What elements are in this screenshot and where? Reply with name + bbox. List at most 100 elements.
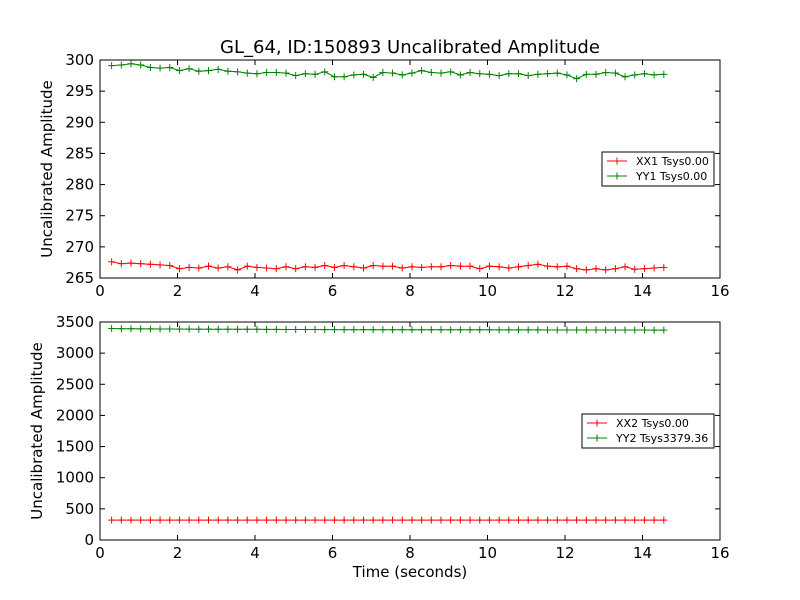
series-1-point [437, 263, 445, 271]
series-2-point [592, 326, 600, 334]
series-1-point [660, 516, 668, 524]
series-1-point [243, 516, 251, 524]
series-2-point [534, 326, 542, 334]
x-tick-label: 14 [633, 544, 652, 562]
series-1-point [631, 516, 639, 524]
series-2-point [456, 71, 464, 79]
series-1-point [166, 516, 174, 524]
y-tick-label: 265 [65, 269, 94, 287]
series-2-point [166, 63, 174, 71]
y-tick-label: 275 [65, 207, 94, 225]
series-1-point [592, 265, 600, 273]
legend-entry-label: YY1 Tsys0.00 [635, 170, 707, 183]
series-1-point [330, 516, 338, 524]
series-2-point [234, 68, 242, 76]
series-2-point [282, 69, 290, 77]
series-2-point [602, 68, 610, 76]
series-2-point [137, 61, 145, 69]
y-tick-label: 290 [65, 113, 94, 131]
series-1-point [621, 263, 629, 271]
series-2-point [544, 326, 552, 334]
series-2-point [185, 325, 193, 333]
series-1-point [205, 262, 212, 270]
series-1-point [495, 516, 503, 524]
series-1-point [108, 258, 116, 266]
series-1-point [505, 516, 513, 524]
series-2-point [292, 325, 300, 333]
series-line-2 [111, 328, 664, 331]
series-2-point [505, 326, 513, 334]
series-1-point [234, 516, 242, 524]
series-1-point [640, 516, 648, 524]
series-1-point [553, 516, 561, 524]
series-1-point [650, 264, 658, 272]
series-1-point [602, 266, 610, 274]
series-1-point [437, 516, 445, 524]
series-1-point [146, 516, 154, 524]
y-axis-label: Uncalibrated Amplitude [28, 342, 46, 519]
series-2-point [418, 67, 426, 75]
series-1-point [214, 516, 222, 524]
series-1-point [611, 265, 619, 273]
series-2-point [476, 326, 484, 334]
series-1-point [447, 516, 455, 524]
series-1-point [389, 516, 397, 524]
series-1-point [524, 516, 532, 524]
series-2-point [195, 325, 203, 333]
series-2-point [195, 67, 203, 75]
series-2-point [321, 68, 329, 76]
series-1-point [195, 516, 203, 524]
series-2-point [602, 326, 610, 334]
amplitude-panel-2: 0 2 4 6 8 10 12 14 16 0 500 1000 1500 2000 2500 3000 350… [28, 313, 730, 581]
series-2-point [563, 71, 571, 79]
series-1-point [253, 516, 261, 524]
series-1-point [534, 260, 542, 268]
series-2-point [553, 326, 561, 334]
legend-entry-label: YY2 Tsys3379.36 [615, 432, 708, 445]
series-2-point [466, 68, 474, 76]
series-2-point [214, 65, 222, 73]
series-1-point [127, 516, 135, 524]
series-2-point [515, 70, 522, 78]
series-2-point [621, 326, 629, 334]
series-2-point [534, 70, 542, 78]
series-1-point [621, 516, 629, 524]
y-tick-label: 1500 [56, 438, 94, 456]
legend-box [601, 151, 715, 187]
series-1-point [234, 266, 242, 274]
legend-entry-label: XX2 Tsys0.00 [616, 417, 689, 430]
x-axis-label: Time (seconds) [352, 563, 468, 581]
series-1-point [205, 516, 212, 524]
series-1-point [224, 516, 232, 524]
series-2-point [224, 325, 232, 333]
series-2-point [272, 68, 280, 76]
series-1-point [640, 265, 648, 273]
series-2-point [311, 70, 319, 78]
series-2-point [476, 70, 484, 78]
series-2-point [127, 325, 135, 333]
series-2-point [495, 72, 503, 80]
series-2-point [360, 326, 367, 334]
series-1-point [253, 263, 261, 271]
series-2-point [330, 326, 338, 334]
series-2-point [282, 325, 290, 333]
series-2-point [350, 71, 358, 79]
series-2-point [224, 67, 232, 75]
series-1-point [408, 263, 416, 271]
series-1-point [243, 262, 251, 270]
series-1-point [369, 516, 377, 524]
series-2-point [427, 326, 435, 334]
series-2-point [485, 326, 493, 334]
series-1-point [272, 265, 280, 273]
series-1-point [553, 263, 561, 271]
series-1-point [311, 516, 319, 524]
series-1-point [195, 264, 203, 272]
series-1-point [515, 516, 522, 524]
series-1-point [185, 263, 193, 271]
y-tick-label: 3000 [56, 344, 94, 362]
series-1-point [544, 262, 552, 270]
series-2-point [166, 325, 174, 333]
series-1-point [427, 263, 435, 271]
series-1-point [408, 516, 416, 524]
